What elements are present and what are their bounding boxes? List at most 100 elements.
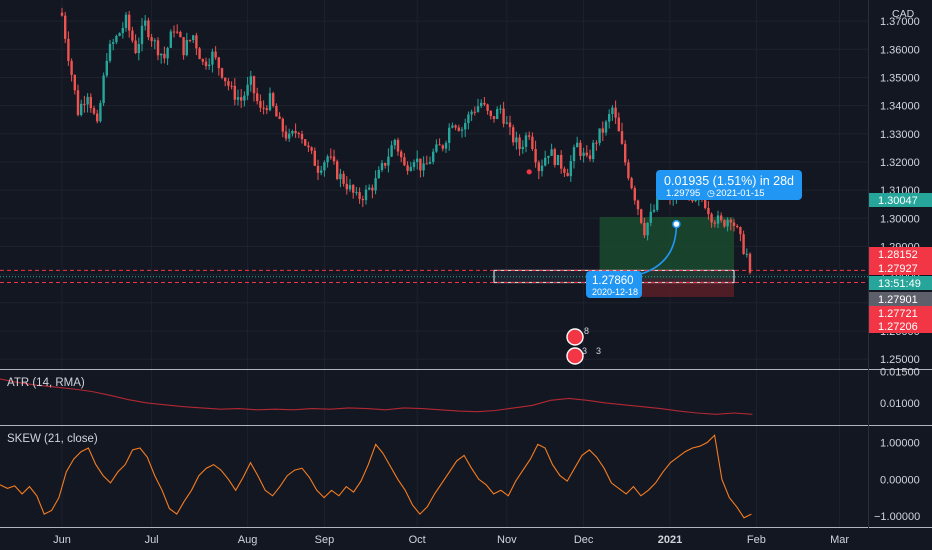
candle-body	[86, 96, 89, 105]
candle-body	[748, 253, 752, 273]
candle-body	[582, 152, 585, 156]
candle-body	[531, 136, 534, 149]
price-tag-box	[869, 306, 932, 320]
candle-body	[572, 147, 576, 162]
candle-body	[128, 14, 131, 31]
candle-body	[579, 142, 582, 156]
candle-body	[243, 95, 246, 101]
grid-lines	[0, 0, 868, 527]
candle-body	[176, 31, 179, 33]
candle-body	[732, 222, 736, 226]
candle-body	[227, 81, 230, 86]
candle-body	[486, 104, 489, 111]
candle-body	[310, 147, 313, 151]
skew-axis[interactable]: −1.00000 0.00000 1.00000	[874, 438, 920, 523]
candle-body	[73, 74, 76, 91]
candle-body	[454, 125, 457, 128]
candle-body	[364, 189, 368, 201]
candle-body	[723, 220, 726, 227]
candle-body	[499, 108, 502, 110]
candle-body	[201, 59, 204, 62]
projection-end-point[interactable]	[672, 219, 681, 229]
news-event-icon[interactable]	[566, 347, 584, 365]
candle-body	[403, 157, 406, 166]
candle-body	[291, 131, 294, 134]
atr-line	[0, 378, 753, 415]
candle-body	[166, 47, 169, 59]
candle-body	[313, 150, 316, 166]
candle-body	[262, 107, 265, 109]
candle-body	[518, 137, 521, 150]
candle-body	[457, 127, 460, 131]
candle-body	[140, 25, 144, 45]
price-tag-label: 1.27901	[878, 294, 918, 306]
price-tag-box	[869, 261, 932, 275]
candle-body	[585, 152, 588, 156]
candle-body	[300, 134, 304, 140]
candle-body	[374, 178, 377, 191]
candle-body	[636, 200, 640, 210]
candle-body	[179, 32, 182, 38]
candle-body	[547, 155, 550, 158]
candle-body	[496, 109, 499, 120]
candle-body	[502, 108, 505, 124]
candle-body	[156, 40, 160, 56]
candle-body	[588, 155, 592, 160]
time-axis[interactable]: Jun Jul Aug Sep Oct Nov Dec 2021 Feb Mar	[53, 534, 849, 546]
candle-body	[118, 33, 121, 36]
time-tick-label: Nov	[497, 534, 517, 546]
candle-body	[115, 35, 118, 43]
candle-body	[425, 163, 428, 165]
candle-body	[83, 103, 86, 105]
candle-body	[348, 185, 352, 190]
atr-indicator-title[interactable]: ATR (14, RMA)	[7, 377, 85, 389]
candle-body	[604, 121, 608, 133]
candle-body	[544, 157, 547, 166]
candle-body	[160, 53, 163, 56]
candle-body	[70, 60, 73, 75]
time-tick-label: 2021	[658, 534, 682, 546]
candle-body	[416, 158, 419, 163]
candle-body	[377, 169, 380, 179]
price-tag-label: 1.27206	[878, 321, 918, 333]
candle-body	[99, 103, 102, 122]
candle-body	[550, 149, 553, 156]
candle-body	[384, 163, 387, 166]
projection-change-text: 0.01935 (1.51%) in 28d	[664, 174, 794, 188]
candle-body	[192, 35, 195, 40]
candle-body	[627, 162, 630, 179]
candle-body	[598, 128, 601, 143]
take-profit-zone[interactable]	[599, 216, 734, 279]
candle-body	[352, 185, 355, 193]
candle-body	[720, 215, 723, 221]
candle-body	[259, 101, 262, 108]
candle-body	[102, 75, 105, 104]
candle-body	[281, 118, 284, 132]
candle-body	[441, 145, 444, 149]
candle-body	[278, 116, 281, 119]
candle-body	[489, 110, 492, 117]
event-badge-count: 3	[596, 346, 601, 356]
atr-tick-label: 0.01500	[880, 366, 920, 378]
price-tag-label: 1.27721	[878, 308, 918, 320]
candle-body	[652, 209, 656, 212]
candle-body	[492, 116, 496, 120]
atr-axis[interactable]: 0.01000 0.01500	[880, 366, 920, 410]
candle-body	[393, 139, 396, 146]
skew-indicator-title[interactable]: SKEW (21, close)	[7, 433, 98, 445]
candle-body	[144, 20, 147, 26]
candle-body	[182, 37, 185, 56]
skew-tick-label: 1.00000	[880, 438, 920, 450]
candle-body	[601, 128, 604, 133]
time-tick-label: Feb	[747, 534, 766, 546]
candle-body	[172, 31, 176, 33]
atr-tick-label: 0.01000	[880, 398, 920, 410]
news-event-icon[interactable]	[566, 328, 584, 346]
candle-body	[284, 131, 288, 139]
event-badges[interactable]: 8 3 3	[566, 326, 601, 365]
candle-body	[198, 48, 201, 60]
entry-value: 1.27860	[592, 275, 634, 287]
price-tick-label: 1.33000	[880, 129, 920, 141]
candle-body	[355, 192, 358, 194]
